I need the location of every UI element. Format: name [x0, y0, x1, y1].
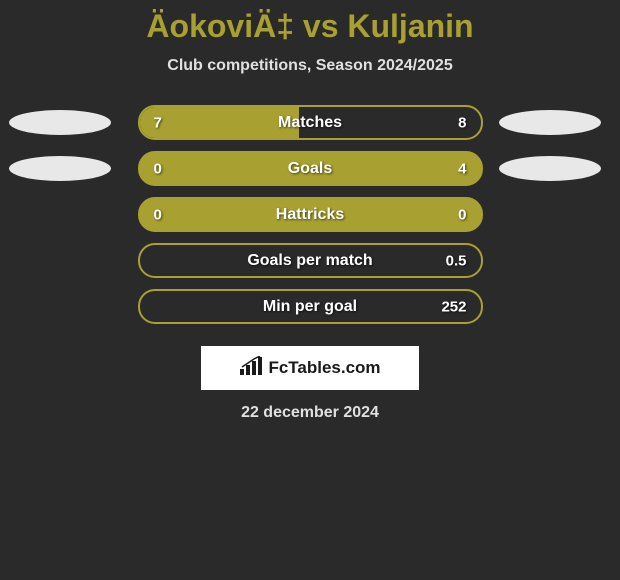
player-ellipse-left: [9, 110, 111, 135]
comparison-container: ÄokoviÄ‡ vs Kuljanin Club competitions, …: [0, 0, 620, 422]
chart-icon: [239, 356, 263, 381]
stat-label: Goals per match: [247, 252, 372, 270]
page-subtitle: Club competitions, Season 2024/2025: [0, 57, 620, 75]
stat-bar: 7 Matches 8: [138, 105, 483, 140]
stat-bar: 0 Hattricks 0: [138, 197, 483, 232]
stat-value-right: 0.5: [446, 252, 467, 269]
stat-value-left: 0: [154, 206, 162, 223]
player-ellipse-left: [9, 156, 111, 181]
stat-value-right: 4: [458, 160, 466, 177]
stat-row: Goals per match 0.5: [0, 243, 620, 278]
stat-row: 7 Matches 8: [0, 105, 620, 140]
stat-bar: Min per goal 252: [138, 289, 483, 324]
stat-value-left: 0: [154, 160, 162, 177]
logo-content: FcTables.com: [239, 356, 380, 381]
player-ellipse-right: [499, 110, 601, 135]
logo-text: FcTables.com: [268, 358, 380, 378]
stats-list: 7 Matches 8 0 Goals 4 0 Hattricks 0 Goals per mat…: [0, 105, 620, 324]
page-title: ÄokoviÄ‡ vs Kuljanin: [0, 8, 620, 45]
bar-fill-left: [140, 153, 201, 184]
stat-value-right: 0: [458, 206, 466, 223]
stat-label: Matches: [278, 114, 342, 132]
stat-value-right: 8: [458, 114, 466, 131]
stat-row: Min per goal 252: [0, 289, 620, 324]
stat-row: 0 Goals 4: [0, 151, 620, 186]
stat-bar: 0 Goals 4: [138, 151, 483, 186]
stat-value-left: 7: [154, 114, 162, 131]
stat-row: 0 Hattricks 0: [0, 197, 620, 232]
bar-fill-left: [140, 107, 299, 138]
player-ellipse-right: [499, 156, 601, 181]
date-text: 22 december 2024: [0, 404, 620, 422]
logo-box: FcTables.com: [201, 346, 419, 390]
stat-label: Min per goal: [263, 298, 357, 316]
stat-label: Hattricks: [276, 206, 344, 224]
stat-bar: Goals per match 0.5: [138, 243, 483, 278]
stat-value-right: 252: [441, 298, 466, 315]
stat-label: Goals: [288, 160, 332, 178]
